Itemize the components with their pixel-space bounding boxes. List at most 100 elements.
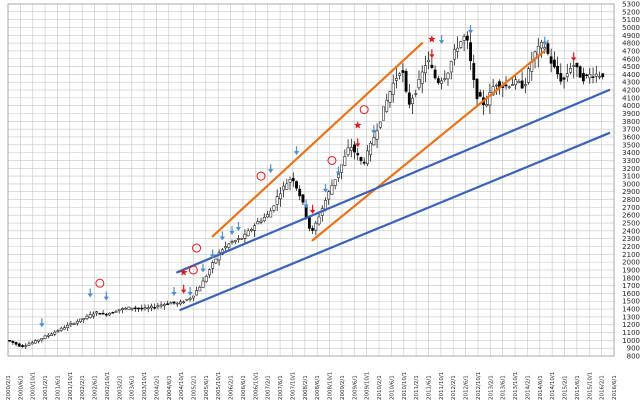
candle-40	[137, 307, 140, 313]
candle-body-79	[262, 217, 266, 222]
y-tick-label-16: 2400	[622, 227, 640, 235]
y-tick-label-20: 2800	[622, 196, 640, 204]
candle-body-72	[240, 238, 244, 240]
candle-60	[201, 277, 205, 288]
candle-170	[556, 56, 560, 79]
x-tick-label-49: 2016/6/1	[612, 375, 618, 400]
candle-115	[378, 121, 382, 130]
candle-53	[179, 299, 182, 306]
star-marker-8	[428, 35, 436, 43]
candle-body-95	[314, 222, 318, 231]
candle-body-19	[69, 323, 73, 326]
blue-arrow-marker-30-head	[438, 40, 445, 45]
candle-36	[124, 307, 128, 310]
candle-body-169	[552, 59, 556, 68]
y-tick-label-38: 4600	[622, 55, 640, 63]
candle-47	[159, 301, 163, 309]
candle-134	[440, 77, 443, 90]
candle-body-144	[472, 63, 476, 80]
y-tick-label-15: 2300	[622, 235, 640, 243]
x-tick-label-33: 2011/2/1	[414, 375, 420, 400]
candle-78	[259, 217, 263, 225]
y-tick-label-24: 3200	[622, 165, 640, 173]
candle-107	[353, 141, 356, 160]
candle-body-115	[378, 121, 382, 128]
candle-74	[246, 227, 250, 237]
candle-19	[69, 320, 73, 327]
candle-body-148	[485, 104, 489, 107]
candle-body-34	[117, 309, 121, 312]
candle-31	[108, 312, 111, 317]
candle-body-82	[272, 205, 276, 211]
candle-99	[327, 190, 331, 205]
circle-marker-1	[188, 265, 198, 275]
x-tick-label-40: 2013/6/1	[501, 375, 507, 400]
candle-body-41	[140, 307, 144, 310]
candle-176	[575, 62, 579, 78]
candle-100	[330, 179, 334, 195]
blue-arrow-marker-23	[235, 222, 242, 232]
candle-42	[143, 304, 147, 311]
candle-132	[433, 65, 437, 80]
candle-109	[359, 156, 363, 165]
trendline-2	[176, 88, 611, 274]
red-arrow-marker-13	[571, 52, 577, 62]
candle-1	[11, 340, 15, 345]
candle-71	[237, 235, 240, 243]
candle-body-168	[549, 56, 553, 64]
candle-76	[253, 223, 257, 237]
candle-body-54	[182, 301, 186, 304]
candle-79	[262, 213, 266, 223]
y-tick-label-35: 4300	[622, 79, 640, 87]
candle-95	[314, 220, 318, 236]
candle-body-139	[456, 47, 460, 52]
y-tick-label-2: 1000	[622, 337, 640, 345]
blue-arrow-marker-14	[39, 318, 45, 328]
y-tick-label-22: 3000	[622, 180, 640, 188]
candle-119	[391, 74, 395, 103]
candle-137	[449, 60, 453, 80]
candle-body-157	[514, 79, 518, 86]
y-tick-label-27: 3500	[622, 141, 640, 149]
candle-body-149	[488, 92, 492, 106]
candle-110	[362, 157, 366, 166]
y-tick-label-12: 2000	[622, 259, 640, 267]
candle-body-12	[46, 334, 50, 337]
candle-121	[398, 72, 402, 80]
candle-128	[420, 65, 424, 94]
x-tick-label-25: 2008/6/1	[315, 375, 321, 400]
candle-26	[92, 311, 95, 319]
candle-158	[517, 78, 521, 84]
candle-88	[291, 172, 295, 187]
candle-118	[388, 90, 392, 108]
x-tick-label-2: 2000/10/1	[31, 372, 37, 400]
candle-7	[30, 340, 34, 345]
candle-34	[117, 309, 121, 314]
blue-arrow-marker-25-head	[293, 151, 300, 156]
candle-body-55	[185, 298, 189, 301]
y-tick-label-5: 1300	[622, 313, 640, 321]
candle-body-18	[66, 324, 70, 328]
candle-51	[172, 301, 176, 305]
candle-body-28	[98, 312, 102, 315]
candle-body-181	[591, 76, 595, 78]
y-tick-label-33: 4100	[622, 94, 640, 102]
candle-117	[385, 93, 389, 113]
x-tick-label-6: 2002/2/1	[80, 375, 86, 400]
candle-11	[43, 334, 47, 340]
candle-body-110	[362, 161, 366, 164]
candle-body-15	[56, 330, 60, 332]
candle-body-145	[475, 78, 479, 99]
candle-body-73	[243, 233, 247, 239]
candle-body-174	[569, 68, 572, 73]
y-tick-label-28: 3600	[622, 133, 640, 141]
candle-body-173	[565, 73, 569, 77]
y-axis: 8009001000110012001300140015001600170018…	[622, 1, 640, 361]
x-tick-label-29: 2009/10/1	[365, 372, 371, 400]
x-tick-label-11: 2003/10/1	[142, 372, 148, 400]
x-tick-label-38: 2012/10/1	[476, 372, 482, 400]
candle-body-69	[230, 241, 234, 243]
candle-body-108	[356, 153, 360, 156]
candle-111	[365, 145, 369, 167]
y-tick-label-36: 4400	[622, 71, 640, 79]
